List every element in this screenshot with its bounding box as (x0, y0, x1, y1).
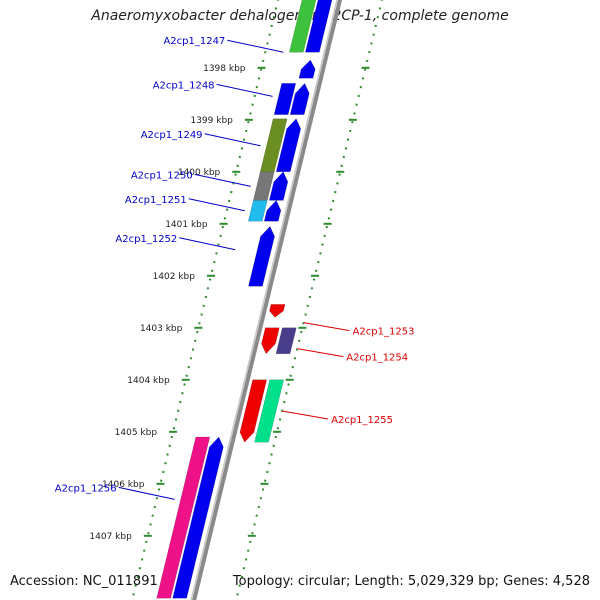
feature-cog-plus-9 (247, 200, 268, 222)
feature-plus-1 (304, 0, 333, 53)
leader-A2cp1_1256 (118, 486, 175, 500)
leader-A2cp1_1249 (204, 133, 261, 147)
tick-label-1407: 1407 kbp (89, 532, 132, 542)
gene-label-A2cp1_1251: A2cp1_1251 (125, 195, 187, 206)
feature-minus-12 (269, 304, 286, 318)
leader-A2cp1_1250 (194, 173, 251, 187)
gene-label-A2cp1_1256: A2cp1_1256 (55, 483, 117, 494)
leader-A2cp1_1247 (227, 39, 284, 53)
feature-plus-10 (263, 199, 282, 222)
feature-cog-minus-16 (254, 379, 285, 443)
genome-stats-text: Topology: circular; Length: 5,029,329 bp… (232, 574, 590, 589)
leader-A2cp1_1251 (188, 198, 245, 212)
tick-label-1403: 1403 kbp (140, 324, 183, 334)
feature-cog-plus-0 (288, 0, 317, 53)
plus-ring-guide (131, 0, 280, 600)
gene-label-A2cp1_1250: A2cp1_1250 (131, 170, 193, 181)
gene-label-A2cp1_1248: A2cp1_1248 (153, 80, 215, 91)
leader-A2cp1_1254 (297, 348, 344, 358)
leader-A2cp1_1253 (303, 322, 350, 332)
minus-ring-guide (235, 0, 384, 600)
gene-label-A2cp1_1255: A2cp1_1255 (331, 415, 393, 426)
gene-label-A2cp1_1247: A2cp1_1247 (163, 36, 225, 47)
feature-plus-18 (172, 436, 224, 599)
feature-cog-plus-17 (156, 436, 211, 599)
tick-label-1405: 1405 kbp (115, 428, 158, 438)
accession-text: Accession: NC_011891 (10, 574, 158, 589)
feature-plus-8 (268, 171, 289, 201)
feature-cog-minus-14 (275, 327, 297, 355)
backbone-line (192, 0, 343, 600)
feature-plus-6 (275, 118, 301, 173)
gene-label-A2cp1_1253: A2cp1_1253 (353, 327, 415, 338)
tick-label-1404: 1404 kbp (127, 376, 170, 386)
gene-label-A2cp1_1254: A2cp1_1254 (346, 353, 408, 364)
feature-cog-plus-3 (273, 83, 297, 115)
tick-label-1398: 1398 kbp (203, 64, 246, 74)
gene-label-A2cp1_1249: A2cp1_1249 (141, 130, 203, 141)
leader-A2cp1_1252 (179, 237, 236, 251)
tick-label-1402: 1402 kbp (153, 272, 196, 282)
leader-A2cp1_1248 (216, 83, 273, 97)
tick-label-1401: 1401 kbp (165, 220, 208, 230)
backbone-edge (190, 0, 338, 600)
feature-plus-2 (298, 59, 316, 79)
feature-plus-4 (289, 82, 310, 115)
tick-label-1400: 1400 kbp (178, 168, 221, 178)
feature-minus-15 (239, 379, 268, 443)
tick-label-1406: 1406 kbp (102, 480, 145, 490)
feature-minus-13 (261, 327, 280, 355)
leader-A2cp1_1255 (282, 410, 329, 420)
feature-plus-11 (248, 225, 275, 287)
gene-label-A2cp1_1252: A2cp1_1252 (115, 234, 177, 245)
tick-label-1399: 1399 kbp (190, 116, 233, 126)
